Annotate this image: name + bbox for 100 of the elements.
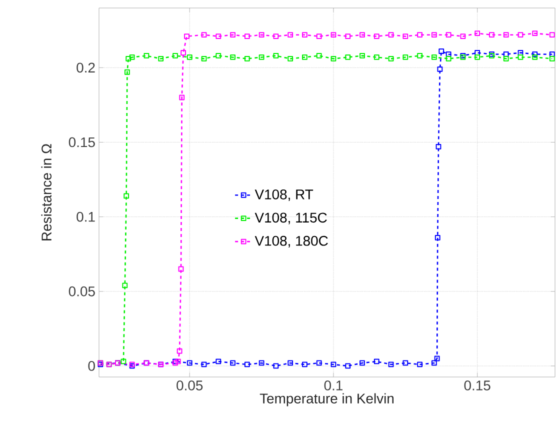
point bbox=[302, 362, 308, 368]
point bbox=[417, 362, 422, 368]
point bbox=[438, 48, 444, 54]
point bbox=[258, 54, 264, 60]
point bbox=[302, 54, 308, 60]
point bbox=[345, 34, 351, 40]
point bbox=[124, 193, 130, 199]
x-tick-label: 0.05 bbox=[176, 380, 203, 390]
point bbox=[201, 362, 207, 368]
point bbox=[374, 34, 380, 40]
point bbox=[244, 34, 250, 40]
y-tick-label: 0 bbox=[88, 361, 95, 371]
point bbox=[201, 56, 207, 62]
point bbox=[446, 32, 452, 38]
point bbox=[330, 56, 336, 62]
point bbox=[417, 53, 422, 58]
point bbox=[186, 54, 192, 60]
point bbox=[388, 362, 394, 368]
point bbox=[244, 362, 250, 368]
point bbox=[258, 360, 264, 366]
point bbox=[437, 66, 443, 72]
point bbox=[172, 53, 178, 58]
point bbox=[230, 54, 236, 60]
point bbox=[431, 54, 437, 60]
point bbox=[216, 34, 222, 40]
point bbox=[120, 358, 126, 364]
point bbox=[178, 266, 184, 272]
point bbox=[474, 50, 480, 56]
point bbox=[360, 53, 365, 58]
x-axis-title: Temperature in Kelvin bbox=[260, 393, 394, 406]
point bbox=[184, 34, 190, 40]
y-tick-label: 0.2 bbox=[76, 62, 95, 73]
point bbox=[434, 356, 440, 362]
point bbox=[230, 32, 236, 38]
point bbox=[532, 30, 538, 36]
point bbox=[431, 360, 437, 366]
point bbox=[518, 54, 524, 60]
point bbox=[489, 32, 494, 38]
point bbox=[374, 358, 380, 364]
x-tick-label: 0.15 bbox=[464, 380, 490, 390]
point bbox=[460, 34, 466, 40]
point bbox=[288, 360, 294, 366]
point bbox=[360, 360, 365, 366]
point bbox=[175, 358, 181, 364]
point bbox=[179, 94, 185, 100]
point bbox=[124, 69, 130, 75]
point bbox=[316, 34, 322, 40]
legend-label: V108, 180C bbox=[254, 236, 328, 248]
point bbox=[273, 363, 279, 369]
legend-label: V108, RT bbox=[254, 189, 314, 202]
point bbox=[446, 52, 452, 57]
point bbox=[258, 32, 264, 38]
point bbox=[474, 30, 480, 36]
point bbox=[549, 56, 555, 62]
point bbox=[434, 234, 440, 240]
point bbox=[186, 360, 192, 366]
point bbox=[436, 144, 442, 150]
point bbox=[316, 360, 322, 366]
point bbox=[316, 53, 322, 58]
point bbox=[330, 32, 336, 38]
point bbox=[549, 32, 555, 38]
point bbox=[330, 362, 336, 368]
point bbox=[345, 363, 351, 369]
point bbox=[402, 34, 408, 40]
point bbox=[388, 32, 394, 38]
point bbox=[503, 56, 509, 62]
point bbox=[360, 32, 365, 38]
point bbox=[129, 54, 135, 60]
y-tick-label: 0.05 bbox=[68, 286, 95, 296]
point bbox=[230, 360, 236, 366]
point bbox=[431, 32, 437, 38]
point bbox=[288, 56, 294, 62]
y-axis-title: Resistance in Ω bbox=[41, 144, 52, 240]
point bbox=[216, 358, 222, 364]
point bbox=[345, 54, 351, 60]
point bbox=[176, 348, 182, 354]
point bbox=[518, 32, 524, 38]
point bbox=[180, 50, 186, 56]
point bbox=[273, 53, 279, 58]
point bbox=[144, 53, 150, 58]
point bbox=[158, 56, 164, 62]
point bbox=[216, 53, 222, 58]
point bbox=[402, 54, 408, 60]
point bbox=[518, 50, 524, 56]
point bbox=[417, 32, 422, 38]
point bbox=[532, 52, 538, 57]
point bbox=[503, 32, 509, 38]
point bbox=[201, 32, 207, 38]
point bbox=[474, 54, 480, 60]
point bbox=[446, 56, 452, 62]
y-tick-label: 0.15 bbox=[68, 137, 95, 148]
point bbox=[374, 54, 380, 60]
point bbox=[288, 32, 294, 38]
y-tick-label: 0.1 bbox=[76, 212, 95, 222]
point bbox=[302, 32, 308, 38]
point bbox=[532, 54, 538, 60]
x-tick-label: 0.1 bbox=[324, 380, 342, 390]
point bbox=[503, 52, 509, 57]
legend-label: V108, 115C bbox=[254, 212, 327, 224]
point bbox=[126, 56, 132, 62]
